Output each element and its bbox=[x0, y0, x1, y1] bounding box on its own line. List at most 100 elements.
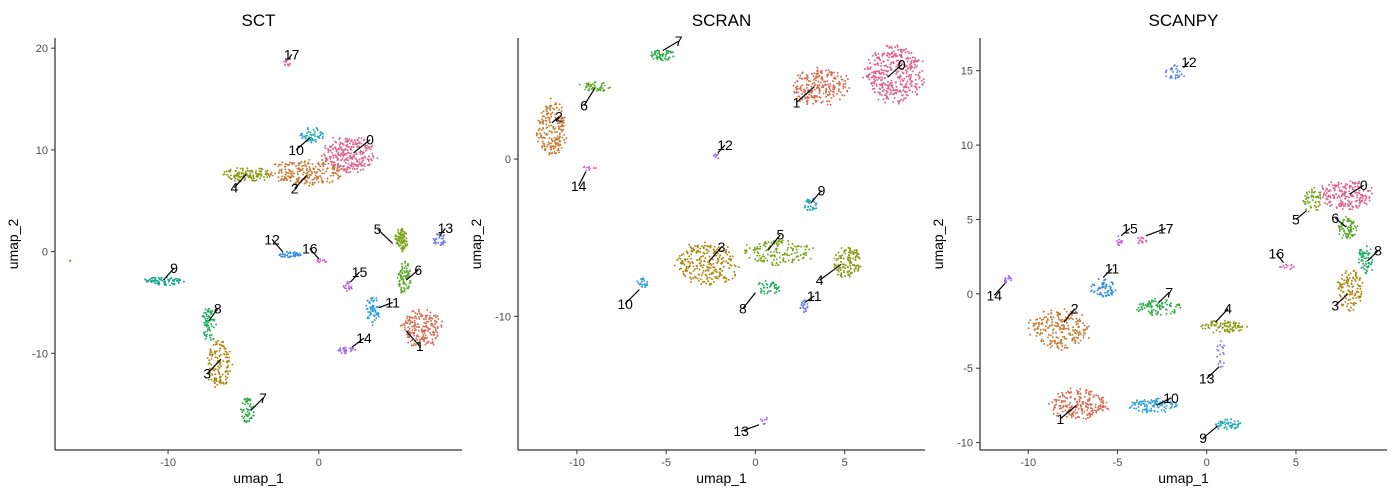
scran-cell-point bbox=[849, 262, 851, 265]
sct-cell-point bbox=[244, 177, 247, 180]
scanpy-cell-point bbox=[1064, 316, 1067, 319]
sct-cell-point bbox=[280, 163, 282, 166]
scran-cell-point bbox=[801, 93, 803, 96]
sct-cell-point bbox=[417, 323, 420, 326]
scran-cell-point bbox=[804, 89, 807, 92]
scran-cell-point bbox=[894, 54, 897, 57]
scran-cell-point bbox=[550, 115, 553, 118]
sct-cell-point bbox=[204, 331, 207, 333]
sct-cell-point bbox=[423, 321, 426, 324]
scran-cell-point bbox=[833, 90, 836, 93]
scran-cell-point bbox=[796, 74, 799, 77]
scanpy-cell-point bbox=[1340, 204, 1342, 207]
sct-cell-point bbox=[402, 234, 404, 237]
scanpy-cell-point bbox=[1331, 194, 1334, 197]
scran-cell-point bbox=[701, 272, 704, 274]
scanpy-cell-point bbox=[1278, 266, 1281, 268]
scran-cell-point bbox=[825, 91, 827, 94]
sct-cell-point bbox=[400, 247, 403, 250]
sct-cell-point bbox=[349, 171, 352, 174]
scran-cell-point bbox=[543, 131, 546, 134]
sct-cell-point bbox=[215, 323, 217, 326]
sct-panel: SCT-10 0-1001020umap_1umap_20123456789101… bbox=[5, 11, 462, 486]
scanpy-cell-point bbox=[1059, 342, 1062, 345]
sct-cell-point bbox=[359, 169, 362, 172]
scanpy-cluster-14-label: 14 bbox=[986, 287, 1002, 303]
scran-cell-point bbox=[731, 255, 734, 258]
scran-cluster-1-points bbox=[792, 66, 851, 106]
scran-cell-point bbox=[856, 252, 859, 255]
scran-cell-point bbox=[548, 120, 551, 123]
sct-cluster-1-label: 1 bbox=[416, 338, 424, 354]
scanpy-cell-point bbox=[1317, 205, 1320, 208]
scran-cell-point bbox=[916, 60, 919, 63]
sct-cell-point bbox=[280, 255, 283, 258]
scran-cell-point bbox=[815, 87, 818, 89]
sct-cell-point bbox=[429, 332, 431, 334]
sct-cell-point bbox=[403, 270, 406, 273]
sct-cell-point bbox=[163, 282, 166, 285]
scran-cluster-10-label: 10 bbox=[617, 296, 633, 312]
scanpy-cell-point bbox=[1075, 329, 1078, 332]
sct-cell-point bbox=[444, 241, 446, 244]
scran-cell-point bbox=[810, 85, 813, 88]
scran-cell-point bbox=[844, 275, 847, 278]
scran-cell-point bbox=[846, 78, 849, 81]
sct-cell-point bbox=[309, 169, 312, 172]
scanpy-cell-point bbox=[1096, 292, 1099, 295]
sct-cell-point bbox=[338, 169, 341, 172]
sct-cell-point bbox=[425, 316, 428, 319]
sct-cell-point bbox=[339, 347, 342, 350]
sct-cell-point bbox=[312, 183, 314, 186]
scanpy-cell-point bbox=[1075, 310, 1077, 313]
scran-cell-point bbox=[820, 72, 823, 74]
scran-cell-point bbox=[660, 53, 663, 56]
sct-cell-point bbox=[241, 411, 244, 414]
scran-cell-point bbox=[826, 103, 829, 106]
sct-cluster-3-label: 3 bbox=[203, 366, 211, 382]
sct-cell-point bbox=[306, 180, 308, 183]
scanpy-cell-point bbox=[1041, 332, 1044, 335]
scanpy-cell-point bbox=[1135, 407, 1138, 410]
scran-cell-point bbox=[692, 265, 695, 268]
sct-cluster-4-leader-line bbox=[233, 173, 247, 188]
sct-cell-point bbox=[341, 168, 344, 171]
scran-cell-point bbox=[766, 253, 769, 256]
scran-cell-point bbox=[905, 75, 908, 78]
sct-cell-point bbox=[331, 172, 334, 175]
scran-cell-point bbox=[706, 266, 709, 269]
sct-y-axis-title: umap_2 bbox=[5, 218, 21, 269]
scanpy-cell-point bbox=[1108, 285, 1111, 288]
scanpy-cell-point bbox=[1079, 388, 1082, 390]
scran-cluster-3-label: 3 bbox=[718, 239, 726, 255]
scran-cell-point bbox=[898, 90, 901, 93]
scran-cell-point bbox=[762, 253, 765, 256]
scanpy-cell-point bbox=[1362, 189, 1365, 192]
scanpy-cell-point bbox=[1351, 291, 1354, 294]
scran-cell-point bbox=[763, 286, 766, 289]
sct-cell-point bbox=[230, 174, 232, 177]
scanpy-cell-point bbox=[1219, 361, 1222, 364]
scanpy-cell-point bbox=[1352, 285, 1355, 288]
sct-cell-point bbox=[413, 319, 416, 322]
scran-cell-point bbox=[905, 47, 908, 50]
scran-cell-point bbox=[918, 77, 921, 80]
scran-cell-point bbox=[541, 136, 544, 139]
scran-cell-point bbox=[713, 280, 715, 283]
scran-cell-point bbox=[818, 74, 821, 77]
sct-cell-point bbox=[347, 146, 350, 149]
scanpy-cell-point bbox=[1217, 427, 1220, 430]
sct-cell-point bbox=[377, 312, 380, 315]
scanpy-cell-point bbox=[1358, 205, 1361, 207]
scran-cell-point bbox=[780, 240, 783, 243]
scran-cell-point bbox=[564, 141, 566, 144]
scanpy-cell-point bbox=[1341, 207, 1344, 210]
sct-cell-point bbox=[258, 173, 261, 176]
sct-cell-point bbox=[367, 164, 370, 167]
scran-cell-point bbox=[844, 252, 847, 255]
scran-cell-point bbox=[911, 90, 914, 93]
scran-cell-point bbox=[826, 73, 829, 76]
scran-cell-point bbox=[821, 100, 824, 103]
sct-cell-point bbox=[210, 322, 213, 325]
sct-cell-point bbox=[206, 323, 208, 326]
